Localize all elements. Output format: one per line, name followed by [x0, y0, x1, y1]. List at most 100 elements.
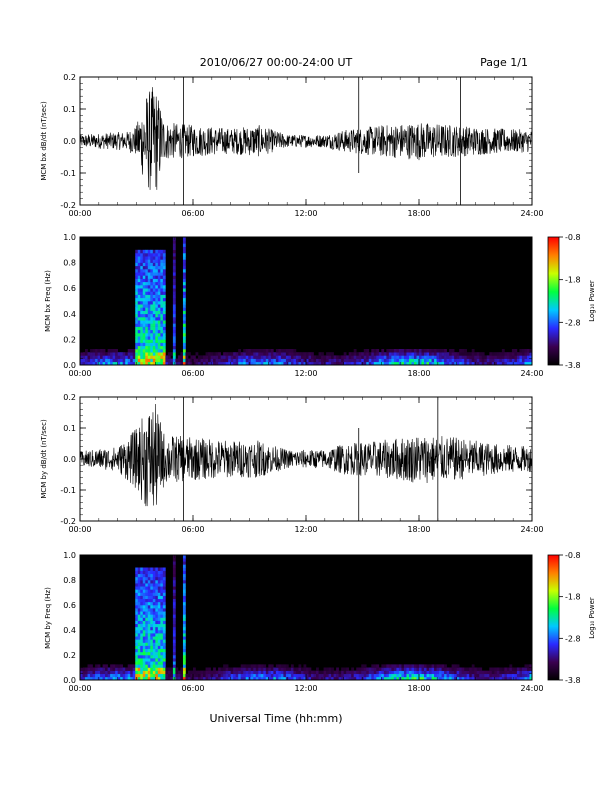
spectrogram-cell — [499, 361, 503, 366]
spectrogram-cell — [230, 673, 234, 678]
spectrogram-cell — [388, 361, 392, 366]
spectrogram-cell — [147, 358, 151, 363]
spectrogram-cell — [280, 358, 284, 363]
spectrogram-cell — [135, 291, 139, 295]
spectrogram-cell — [152, 589, 156, 593]
spectrogram-cell — [376, 673, 380, 678]
spectrogram-cell — [172, 642, 176, 646]
spectrogram-cell — [514, 667, 518, 671]
spectrogram-cell — [147, 661, 151, 665]
spectrogram-cell — [152, 598, 156, 603]
spectrogram-cell — [481, 676, 485, 681]
spectrogram-cell — [150, 598, 154, 603]
spectrogram-cell — [444, 349, 447, 353]
spectrogram-cell — [160, 352, 164, 356]
spectrogram-cell — [182, 256, 186, 260]
spectrogram-cell — [97, 667, 101, 671]
spectrogram-cell — [444, 676, 447, 681]
spectrogram-cell — [172, 580, 176, 584]
spectrogram-cell — [135, 297, 139, 302]
spectrogram-cell — [280, 355, 284, 359]
spectrogram-cell — [152, 667, 156, 671]
spectrogram-cell — [263, 667, 267, 671]
spectrogram-cell — [97, 664, 101, 668]
spectrogram-cell — [95, 358, 98, 363]
spectrogram-cell — [182, 636, 186, 640]
spectrogram-cell — [137, 639, 141, 643]
spectrogram-cell — [140, 648, 144, 653]
spectrogram-cell — [162, 253, 166, 257]
spectrogram-cell — [439, 667, 442, 671]
spectrogram-cell — [172, 573, 176, 578]
spectrogram-cell — [137, 253, 141, 257]
spectrogram-cell — [160, 601, 164, 606]
spectrogram-cell — [172, 269, 176, 273]
spectrogram-cell — [361, 667, 365, 671]
spectrogram-cell — [182, 664, 186, 668]
spectrogram-cell — [464, 361, 468, 366]
spectrogram-cell — [416, 676, 420, 681]
spectrogram-cell — [240, 676, 244, 681]
spectrogram-cell — [142, 285, 146, 289]
spectrogram-cell — [356, 673, 360, 678]
colorbar-ticks: -0.8-1.8-2.8-3.8 — [559, 551, 581, 685]
spectrogram-cell — [275, 673, 279, 678]
spectrogram-cell — [172, 355, 176, 359]
spectrogram-cell — [316, 673, 319, 678]
spectrogram-cell — [255, 676, 259, 681]
spectrogram-cell — [316, 358, 319, 363]
spectrogram-cell — [155, 272, 159, 276]
spectrogram-cell — [451, 355, 455, 359]
spectrogram-cell — [117, 355, 121, 359]
spectrogram-cell — [454, 352, 457, 356]
spectrogram-cell — [406, 664, 410, 668]
spectrogram-cell — [471, 358, 475, 363]
spectrogram-cell — [278, 673, 282, 678]
spectrogram-cell — [155, 352, 159, 356]
spectrogram-cell — [258, 670, 262, 675]
y-axis-label: MCM by Freq (Hz) — [44, 587, 52, 649]
spectrogram-cell — [218, 361, 221, 366]
spectrogram-cell — [135, 256, 139, 260]
spectrogram-cell — [155, 320, 159, 324]
spectrogram-cell — [140, 342, 144, 347]
spectrogram-cell — [506, 358, 510, 363]
spectrogram-cell — [172, 648, 176, 653]
spectrogram-cell — [142, 323, 146, 327]
spectrogram-cell — [80, 673, 83, 678]
spectrogram-cell — [388, 664, 392, 668]
y-axis-label: MCM bx dB/dt (nT/sec) — [40, 101, 48, 181]
spectrogram-cell — [285, 667, 289, 671]
spectrogram-cell — [516, 361, 520, 366]
spectrogram-cell — [140, 583, 144, 587]
spectrogram-cell — [155, 355, 159, 359]
spectrogram-cell — [135, 605, 139, 609]
spectrogram-cell — [351, 667, 355, 671]
x-tick-label: 00:00 — [68, 209, 91, 218]
spectrogram-cell — [381, 349, 385, 353]
spectrogram-cell — [295, 361, 299, 366]
spectrogram-cell — [190, 673, 194, 678]
spectrogram-cell — [140, 620, 144, 625]
spectrogram-cell — [172, 620, 176, 625]
spectrogram-cell — [451, 676, 455, 681]
spectrogram-cell — [90, 358, 93, 363]
spectrogram-cell — [476, 676, 480, 681]
spectrogram-cell — [175, 667, 179, 671]
spectrogram-cell — [162, 278, 166, 283]
spectrogram-cell — [142, 667, 146, 671]
spectrogram-cell — [501, 676, 505, 681]
spectrogram-cell — [333, 673, 337, 678]
spectrogram-cell — [429, 352, 432, 356]
spectrogram-cell — [451, 349, 455, 353]
spectrogram-cell — [142, 605, 146, 609]
spectrogram-cell — [97, 673, 101, 678]
spectrogram-cell — [135, 608, 139, 612]
spectrogram-cell — [145, 676, 149, 681]
spectrogram-cell — [514, 673, 518, 678]
spectrogram-cell — [172, 336, 176, 340]
spectrogram-cell — [135, 570, 139, 575]
spectrogram-cell — [300, 673, 304, 678]
spectrogram-cell — [147, 256, 151, 260]
spectrogram-cell — [295, 670, 299, 675]
